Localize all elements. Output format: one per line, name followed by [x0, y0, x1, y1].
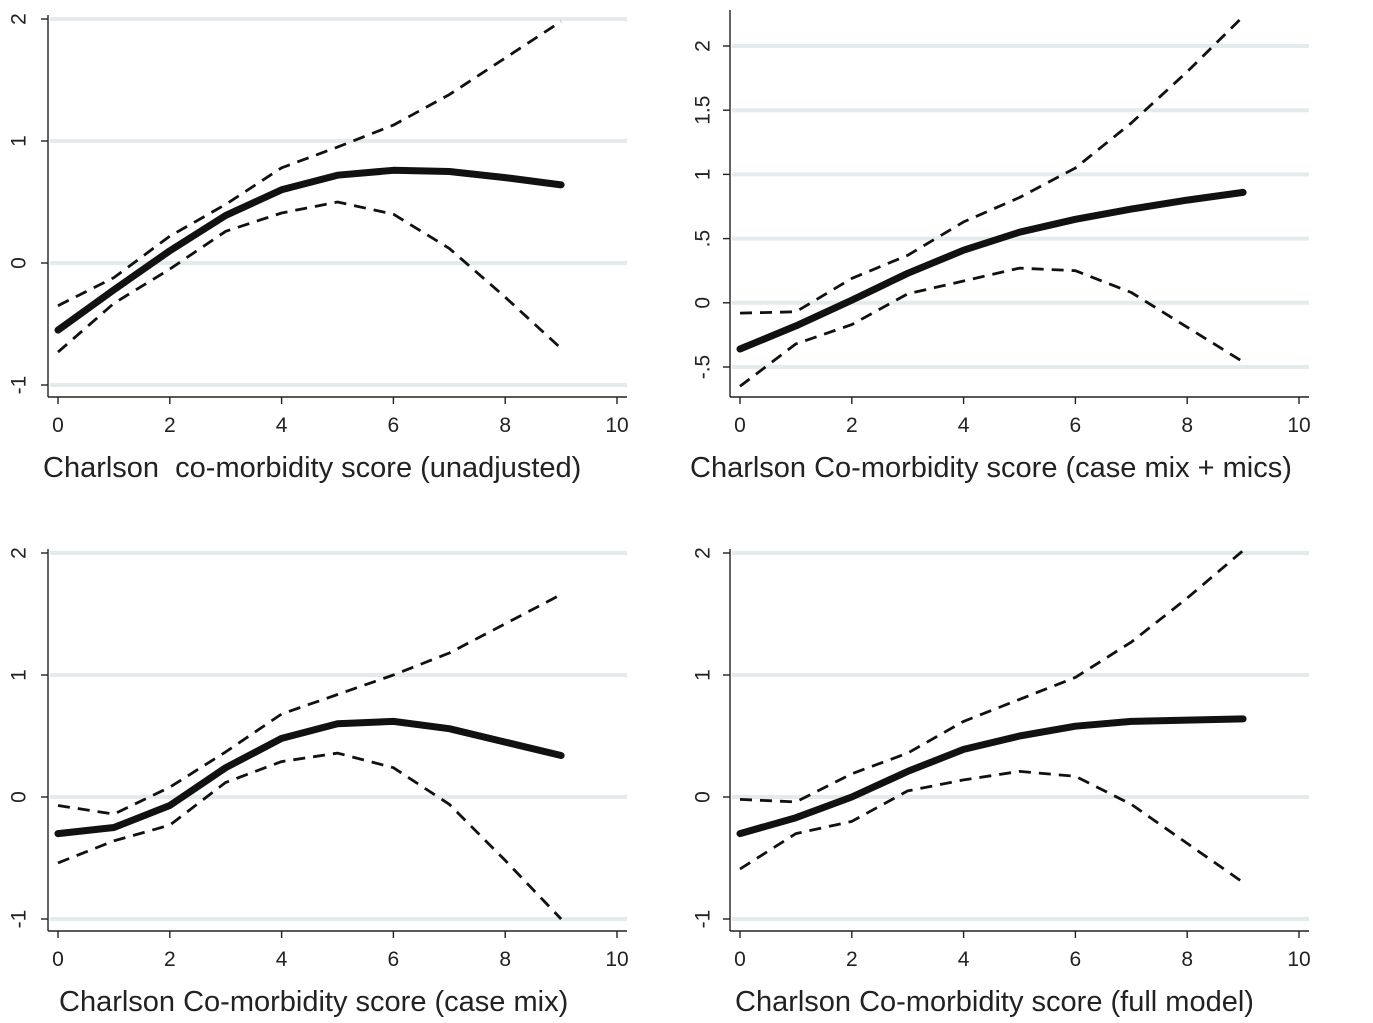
- chart-panel-3: -1 0 1 2 0 2 4 6 8 10 Charlson Co-morbidity score …: [7, 547, 628, 1018]
- x-tick-label-0: 0: [734, 948, 746, 971]
- y-tick-label-0: -.5: [691, 355, 714, 380]
- x-tick-label-3: 6: [1070, 948, 1082, 971]
- y-tick-label-1: 0: [691, 297, 714, 309]
- y-tick-label-3: 2: [7, 547, 30, 559]
- x-tick-label-5: 10: [605, 414, 628, 437]
- upper-ci-line: [57, 20, 562, 307]
- y-tick-label-2: 1: [7, 135, 30, 147]
- x-tick-label-3: 6: [388, 414, 400, 437]
- chart-panel-2: -.5 0 .5 1 1.5 2 0 2 4 6 8 10 Charlson Co-morbidity …: [690, 10, 1311, 484]
- x-axis-title: Charlson Co-morbidity score (case mix + …: [690, 452, 1292, 484]
- x-tick-label-5: 10: [605, 948, 628, 971]
- lower-ci-line: [57, 751, 563, 920]
- chart-panel-4: -1 0 1 2 0 2 4 6 8 10 Charlson Co-morbidity score …: [691, 547, 1310, 1018]
- x-tick-label-3: 6: [388, 948, 400, 971]
- y-tick-label-0: -1: [691, 910, 714, 929]
- x-tick-label-4: 8: [499, 948, 511, 971]
- y-tick-label-2: .5: [691, 230, 714, 248]
- x-tick-label-2: 4: [276, 414, 288, 437]
- y-tick-label-1: 0: [691, 791, 714, 803]
- y-tick-label-3: 2: [7, 13, 30, 25]
- x-tick-label-5: 10: [1287, 414, 1310, 437]
- y-tick-label-0: -1: [7, 376, 30, 395]
- y-tick-label-5: 2: [691, 40, 714, 52]
- x-axis-title: Charlson co-morbidity score (unadjusted): [43, 452, 581, 484]
- x-tick-label-4: 8: [1181, 414, 1193, 437]
- y-tick-label-2: 1: [691, 669, 714, 681]
- x-tick-label-1: 2: [846, 948, 858, 971]
- x-tick-label-4: 8: [499, 414, 511, 437]
- x-tick-label-0: 0: [734, 414, 746, 437]
- x-tick-label-1: 2: [164, 414, 176, 437]
- upper-ci-line: [739, 549, 1245, 804]
- y-tick-label-1: 0: [7, 257, 30, 269]
- fit-line: [736, 188, 1247, 353]
- y-tick-label-3: 2: [691, 547, 714, 559]
- x-tick-label-1: 2: [164, 948, 176, 971]
- x-axis-title: Charlson Co-morbidity score (full model): [735, 986, 1254, 1018]
- y-tick-label-0: -1: [7, 910, 30, 929]
- x-tick-label-3: 6: [1070, 414, 1082, 437]
- fit-line: [54, 717, 565, 838]
- x-tick-label-4: 8: [1181, 948, 1193, 971]
- x-tick-label-2: 4: [276, 948, 288, 971]
- y-tick-label-4: 1.5: [691, 96, 714, 125]
- x-tick-label-1: 2: [846, 414, 858, 437]
- chart-panel-1: -1 0 1 2 0 2 4 6 8 10 Charlson co-morbidity score …: [7, 13, 628, 484]
- y-tick-label-1: 0: [7, 791, 30, 803]
- upper-ci-line: [57, 593, 562, 816]
- x-tick-label-2: 4: [958, 414, 970, 437]
- x-tick-label-5: 10: [1287, 948, 1310, 971]
- x-tick-label-0: 0: [52, 414, 64, 437]
- y-tick-label-3: 1: [691, 169, 714, 181]
- lower-ci-line: [739, 770, 1244, 884]
- lower-ci-line: [57, 200, 563, 354]
- x-axis-title: Charlson Co-morbidity score (case mix): [59, 986, 568, 1018]
- y-tick-label-2: 1: [7, 669, 30, 681]
- x-tick-label-0: 0: [52, 948, 64, 971]
- fit-line: [736, 715, 1247, 838]
- upper-ci-line: [739, 15, 1245, 315]
- fit-line: [54, 166, 565, 334]
- x-tick-label-2: 4: [958, 948, 970, 971]
